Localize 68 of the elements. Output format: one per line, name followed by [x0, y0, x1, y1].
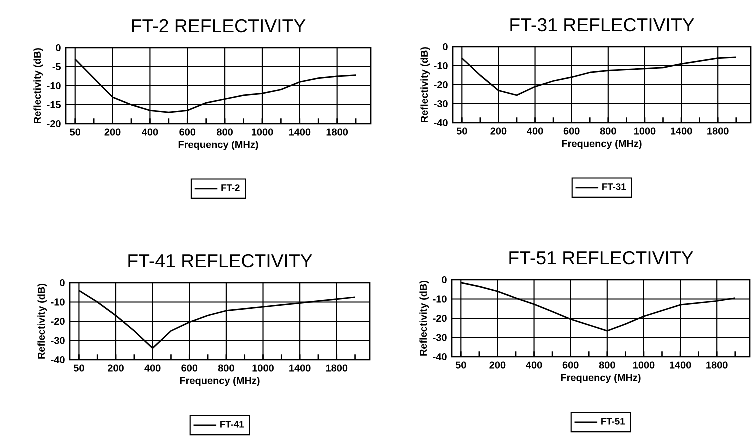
x-tick-label: 200: [104, 128, 121, 136]
x-tick-label: 200: [108, 364, 124, 372]
legend-label: FT-2: [222, 184, 240, 192]
y-tick-label: 0: [56, 44, 61, 52]
y-tick-label: -30: [434, 100, 448, 108]
y-axis-title: Reflectivity (dB): [34, 48, 44, 124]
y-tick-label: 0: [442, 276, 447, 284]
x-tick-label: 1400: [289, 128, 311, 136]
legend-label: FT-31: [602, 184, 626, 190]
x-tick-label: 200: [490, 128, 507, 135]
x-tick-label: 200: [490, 362, 506, 369]
y-tick-label: -40: [51, 356, 65, 364]
x-axis-title: Frequency (MHz): [561, 374, 641, 384]
x-tick-label: 400: [142, 128, 158, 136]
x-tick-label: 1400: [290, 364, 311, 372]
x-tick-label: 600: [182, 364, 198, 372]
x-tick-label: 400: [526, 362, 542, 369]
x-axis-title: Frequency (MHz): [178, 140, 258, 150]
chart-title: FT-41 REFLECTIVITY: [128, 254, 312, 268]
x-tick-label: 600: [564, 128, 580, 135]
y-tick-label: -30: [51, 337, 65, 344]
y-tick-label: -15: [47, 102, 62, 108]
y-tick-label: -10: [51, 298, 65, 306]
x-tick-label: 1800: [708, 128, 729, 135]
x-tick-label: 1800: [706, 362, 728, 369]
x-tick-label: 1800: [326, 364, 348, 372]
y-axis-title: Reflectivity (dB): [420, 280, 430, 356]
y-tick-label: -10: [47, 82, 61, 90]
x-tick-label: 1000: [634, 128, 656, 135]
chart-title: FT-2 REFLECTIVITY: [132, 19, 306, 33]
x-tick-label: 800: [218, 364, 234, 372]
x-tick-label: 400: [527, 128, 544, 135]
x-tick-label: 50: [74, 364, 84, 372]
x-tick-label: 50: [70, 128, 81, 136]
y-tick-label: -20: [51, 318, 65, 326]
y-tick-label: -10: [434, 62, 448, 70]
x-tick-label: 1400: [670, 362, 692, 369]
x-tick-label: 1000: [633, 362, 655, 369]
x-axis-title: Frequency (MHz): [562, 140, 642, 150]
y-tick-label: -20: [434, 81, 448, 89]
x-tick-label: 1000: [252, 128, 274, 136]
legend-label: FT-51: [602, 418, 626, 425]
x-axis-title: Frequency (MHz): [180, 376, 260, 386]
x-tick-label: 400: [144, 364, 161, 372]
chart-title: FT-51 REFLECTIVITY: [510, 251, 694, 265]
y-tick-label: 0: [443, 43, 448, 51]
legend-label: FT-41: [220, 421, 244, 428]
y-tick-label: -40: [433, 353, 447, 361]
y-tick-label: -20: [433, 314, 447, 322]
x-tick-label: 1800: [326, 128, 348, 136]
x-tick-label: 800: [600, 128, 616, 135]
x-tick-label: 1000: [252, 364, 274, 372]
y-tick-label: 0: [60, 279, 65, 287]
y-axis-title: Reflectivity (dB): [420, 47, 430, 122]
x-tick-label: 50: [456, 362, 466, 369]
y-tick-label: -10: [433, 296, 447, 303]
x-tick-label: 1400: [671, 128, 692, 135]
chart-title: FT-31 REFLECTIVITY: [510, 18, 694, 32]
x-tick-label: 600: [180, 128, 196, 136]
y-tick-label: -5: [52, 64, 62, 70]
x-tick-label: 800: [599, 362, 616, 369]
y-axis-title: Reflectivity (dB): [38, 284, 48, 359]
y-tick-label: -20: [47, 120, 61, 128]
x-tick-label: 800: [217, 128, 233, 136]
x-tick-label: 50: [456, 128, 468, 135]
x-tick-label: 600: [562, 362, 579, 369]
y-tick-label: -30: [433, 334, 447, 342]
y-tick-label: -40: [434, 119, 448, 127]
